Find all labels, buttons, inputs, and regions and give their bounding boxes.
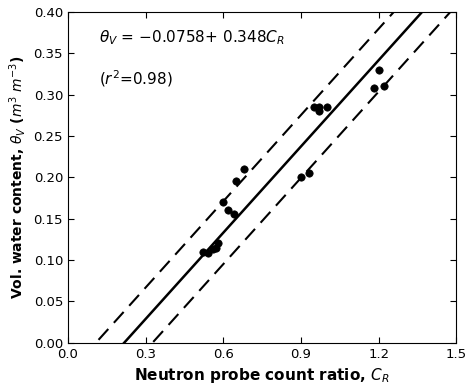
Point (225, 207, 232, 214)
Point (214, 240, 222, 247)
Text: ($r^2$=0.98): ($r^2$=0.98) (99, 68, 173, 89)
Point (219, 199, 227, 205)
Point (199, 249, 206, 255)
Text: $\theta_V$ = $-$0.0758+ 0.348$C_R$: $\theta_V$ = $-$0.0758+ 0.348$C_R$ (99, 29, 285, 47)
Point (305, 170, 313, 176)
Point (315, 104, 323, 110)
Point (323, 104, 331, 110)
Point (370, 85, 377, 91)
Point (232, 178, 240, 185)
Point (230, 211, 237, 218)
Point (212, 245, 219, 251)
Point (375, 67, 383, 73)
Point (315, 108, 323, 114)
Point (310, 104, 318, 110)
Point (204, 250, 211, 256)
X-axis label: Neutron probe count ratio, $C_R$: Neutron probe count ratio, $C_R$ (134, 366, 390, 385)
Y-axis label: Vol. water content, $\theta_V$ ($m^3$ $m^{-3}$): Vol. water content, $\theta_V$ ($m^3$ $m… (7, 56, 28, 299)
Point (297, 174, 305, 180)
Point (209, 246, 217, 252)
Point (240, 166, 248, 172)
Point (380, 83, 388, 89)
